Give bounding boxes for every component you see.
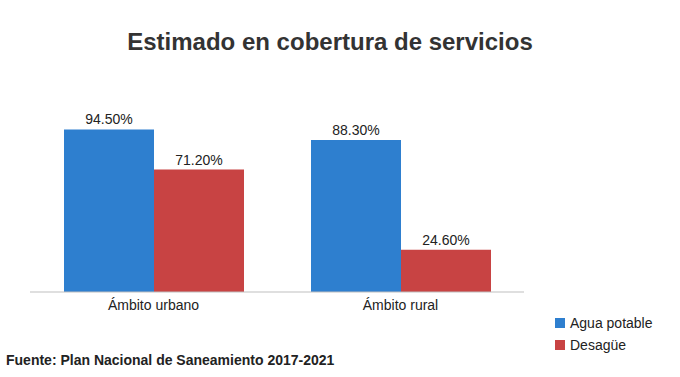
- html-text:Agua potable: Agua potable: [570, 315, 653, 331]
- html-text:Estimado en cobertura de servi: Estimado en cobertura de servicios: [127, 28, 533, 55]
- html-text:Fuente: Plan Nacional de Sanea: Fuente: Plan Nacional de Saneamiento 201…: [6, 352, 335, 368]
- svg-text:Ámbito urbano: Ámbito urbano: [108, 297, 199, 313]
- svg-text:94.50%: 94.50%: [85, 111, 132, 127]
- svg-text:24.60%: 24.60%: [422, 232, 469, 248]
- html-text:Desagüe: Desagüe: [570, 337, 626, 353]
- svg-text:71.20%: 71.20%: [175, 152, 222, 168]
- svg-text:88.30%: 88.30%: [332, 122, 379, 138]
- svg-text:Ámbito rural: Ámbito rural: [363, 297, 438, 313]
